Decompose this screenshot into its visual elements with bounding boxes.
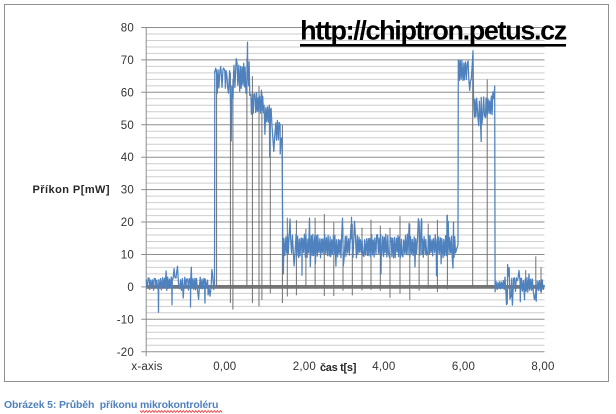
svg-text:2,00: 2,00	[293, 361, 316, 373]
svg-text:-10: -10	[117, 314, 134, 326]
svg-text:-20: -20	[117, 347, 134, 359]
svg-text:0,00: 0,00	[213, 361, 236, 373]
svg-text:30: 30	[121, 185, 134, 197]
svg-text:10: 10	[121, 250, 134, 262]
svg-text:40: 40	[121, 152, 134, 164]
svg-text:50: 50	[121, 120, 134, 132]
svg-text:60: 60	[121, 87, 134, 99]
svg-text:8,00: 8,00	[531, 361, 554, 373]
svg-text:20: 20	[121, 217, 134, 229]
svg-text:80: 80	[121, 23, 134, 35]
svg-text:70: 70	[121, 55, 134, 67]
svg-text:čas t[s]: čas t[s]	[320, 362, 357, 374]
svg-text:4,00: 4,00	[372, 361, 395, 373]
svg-text:Příkon P[mW]: Příkon P[mW]	[32, 184, 110, 196]
svg-text:6,00: 6,00	[452, 361, 475, 373]
svg-text:x-axis: x-axis	[131, 361, 162, 373]
svg-text:http://chiptron.petus.cz: http://chiptron.petus.cz	[300, 16, 567, 46]
svg-text:0: 0	[127, 282, 134, 294]
